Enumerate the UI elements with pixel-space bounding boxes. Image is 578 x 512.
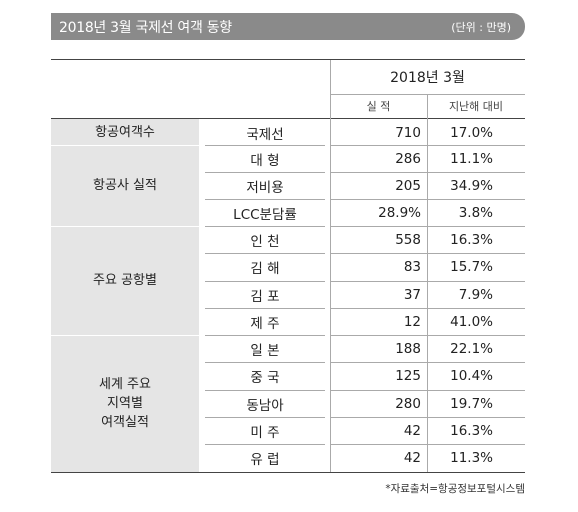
row-label: 동남아 — [246, 398, 284, 414]
table-title: 2018년 3월 국제선 여객 동향 — [59, 19, 232, 36]
row-label: 저비용 — [246, 180, 284, 196]
row-actual-value: 205 — [395, 178, 421, 194]
row-separator — [205, 308, 325, 309]
group-separator — [51, 335, 199, 336]
header-mid-rule — [427, 95, 428, 118]
group-separator — [51, 145, 199, 146]
row-separator — [205, 417, 325, 418]
group-column-background — [51, 119, 199, 472]
row-separator — [205, 390, 325, 391]
header-divider — [330, 94, 525, 95]
row-actual-value: 42 — [403, 450, 421, 466]
row-actual-value: 83 — [403, 259, 421, 275]
row-separator — [330, 444, 525, 445]
group-separator — [51, 226, 199, 227]
row-separator — [205, 281, 325, 282]
row-separator — [330, 226, 525, 227]
row-actual-value: 188 — [395, 341, 421, 357]
row-yoy-value: 15.7% — [450, 259, 493, 275]
group-label-passengers: 항공여객수 — [95, 124, 155, 140]
row-label: 인 천 — [250, 234, 280, 250]
header-yoy: 지난해 대비 — [448, 100, 504, 113]
row-separator — [205, 335, 325, 336]
row-actual-value: 286 — [395, 151, 421, 167]
header-period: 2018년 3월 — [390, 70, 465, 86]
row-separator — [330, 362, 525, 363]
row-yoy-value: 10.4% — [450, 368, 493, 384]
row-separator — [330, 253, 525, 254]
group-label-regions: 세계 주요 지역별 여객실적 — [99, 377, 151, 430]
unit-label: (단위 : 만명) — [451, 20, 511, 34]
header-left-rule — [330, 60, 331, 118]
header-actual: 실 적 — [366, 100, 391, 113]
row-separator — [330, 199, 525, 200]
row-actual-value: 28.9% — [378, 205, 421, 221]
table-top-rule — [51, 59, 525, 60]
row-label: 미 주 — [250, 425, 280, 441]
row-yoy-value: 16.3% — [450, 232, 493, 248]
row-label: 제 주 — [250, 316, 280, 332]
row-actual-value: 710 — [395, 125, 421, 141]
row-separator — [330, 308, 525, 309]
row-separator — [330, 335, 525, 336]
group-label-airlines: 항공사 실적 — [93, 178, 157, 193]
row-label: 대 형 — [250, 153, 280, 169]
source-note: *자료출처=항공정보포털시스템 — [385, 483, 525, 495]
row-yoy-value: 17.0% — [450, 125, 493, 141]
row-actual-value: 42 — [403, 423, 421, 439]
row-separator — [205, 172, 325, 173]
row-yoy-value: 19.7% — [450, 396, 493, 412]
row-separator — [205, 444, 325, 445]
row-actual-value: 558 — [395, 232, 421, 248]
title-bar: 2018년 3월 국제선 여객 동향 (단위 : 만명) — [51, 13, 525, 40]
row-label: 김 포 — [250, 289, 280, 305]
row-yoy-value: 41.0% — [450, 314, 493, 330]
row-label: LCC분담률 — [233, 207, 297, 223]
table-bottom-rule — [51, 472, 525, 473]
row-separator — [205, 253, 325, 254]
column-rule-1 — [330, 118, 331, 472]
row-label: 김 해 — [250, 261, 280, 277]
row-separator — [330, 390, 525, 391]
row-label: 유 럽 — [250, 452, 280, 468]
row-actual-value: 280 — [395, 396, 421, 412]
row-separator — [205, 145, 325, 146]
row-label: 국제선 — [246, 127, 284, 143]
row-actual-value: 12 — [403, 314, 421, 330]
row-yoy-value: 11.3% — [450, 450, 493, 466]
row-separator — [205, 199, 325, 200]
row-yoy-value: 34.9% — [450, 178, 493, 194]
row-yoy-value: 7.9% — [458, 287, 493, 303]
row-yoy-value: 22.1% — [450, 341, 493, 357]
row-label: 중 국 — [250, 370, 280, 386]
row-separator — [330, 172, 525, 173]
row-yoy-value: 16.3% — [450, 423, 493, 439]
row-separator — [330, 145, 525, 146]
row-actual-value: 37 — [403, 287, 421, 303]
column-rule-2 — [427, 118, 428, 472]
row-actual-value: 125 — [395, 368, 421, 384]
row-separator — [330, 417, 525, 418]
row-separator — [205, 362, 325, 363]
group-label-airports: 주요 공항별 — [93, 273, 157, 288]
row-separator — [330, 281, 525, 282]
row-label: 일 본 — [250, 343, 280, 359]
row-yoy-value: 3.8% — [458, 205, 493, 221]
row-yoy-value: 11.1% — [450, 151, 493, 167]
row-separator — [205, 226, 325, 227]
header-bottom-rule — [51, 118, 525, 119]
